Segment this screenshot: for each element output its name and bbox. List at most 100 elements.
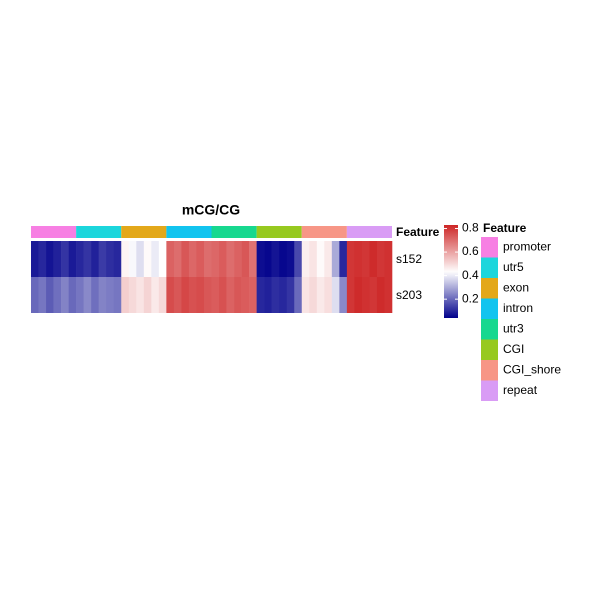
heat-cell [294,277,303,313]
annotation-label: Feature [396,225,440,239]
heat-cell [249,277,257,313]
heat-cell [83,277,92,313]
heat-cell [151,277,160,313]
legend-label: utr5 [503,260,524,274]
feature-annotation [76,226,122,238]
heat-cell [369,241,378,277]
heat-cell [136,241,145,277]
heat-cell [61,277,69,313]
legend-label: utr3 [503,322,524,336]
heat-cell [331,277,340,313]
legend-label: CGI_shore [503,363,561,377]
legend-label: CGI [503,342,524,356]
heat-cell [384,241,393,277]
heat-cell [241,277,250,313]
feature-annotation [346,226,392,238]
heat-cell [173,241,182,277]
heat-cell [196,277,205,313]
heat-cell [271,241,280,277]
heat-cell [46,277,54,313]
heat-cell [354,277,363,313]
heat-cell [339,277,348,313]
heat-cell [173,277,182,313]
legend-label: promoter [503,240,551,254]
heat-cell [324,241,333,277]
heat-cell [196,241,205,277]
heat-cell [143,277,152,313]
heat-cell [211,277,220,313]
heat-cell [301,241,310,277]
heat-cell [309,277,318,313]
heat-cell [166,277,175,313]
heat-cell [203,277,212,313]
heat-cell [384,277,393,313]
heat-cell [226,277,235,313]
heat-cell [143,241,152,277]
heat-cell [309,241,318,277]
colorbar-tick-label: 0.4 [462,268,479,282]
heat-cell [219,277,227,313]
feature-annotation [301,226,347,238]
heat-cell [211,241,220,277]
legend-key [481,360,498,381]
legend-label: exon [503,281,529,295]
heat-cell [241,241,250,277]
heat-cell [361,241,370,277]
legend-key [481,339,498,360]
legend-key [481,380,498,401]
heat-cell [354,241,363,277]
heat-cell [158,277,167,313]
heat-cell [361,277,370,313]
heat-cell [68,277,77,313]
heat-cell [339,241,348,277]
heat-cell [376,277,385,313]
heat-cell [31,277,39,313]
legend-label: repeat [503,383,538,397]
legend-key [481,319,498,340]
heat-cell [234,241,242,277]
heat-cell [294,241,303,277]
heat-cell [271,277,280,313]
heat-cell [264,241,272,277]
heat-cell [91,241,99,277]
heat-cell [346,277,355,313]
heat-cell [128,277,137,313]
heat-cell [346,241,355,277]
heat-cell [98,277,107,313]
heat-cell [53,277,62,313]
heat-cell [249,241,257,277]
heat-cell [316,241,325,277]
heat-cell [234,277,242,313]
heat-cell [331,241,340,277]
heat-cell [279,241,288,277]
heat-cell [369,277,378,313]
heat-cell [121,277,130,313]
heat-cell [256,241,265,277]
heat-cell [226,241,235,277]
heat-cell [128,241,137,277]
feature-annotation [166,226,212,238]
heat-cell [31,241,39,277]
feature-annotation [31,226,77,238]
colorbar-tick-label: 0.2 [462,291,479,305]
feature-annotation [121,226,167,238]
legend-title: Feature [483,221,527,235]
legend-key [481,257,498,278]
legend-key [481,298,498,319]
heat-cell [301,277,310,313]
heat-cell [324,277,333,313]
heat-cell [38,277,47,313]
heat-cell [61,241,69,277]
legend-label: intron [503,301,533,315]
heat-cell [46,241,54,277]
heat-cell [286,241,295,277]
heat-cell [158,241,167,277]
colorbar-tick-label: 0.6 [462,244,479,258]
heat-cell [181,277,190,313]
colorbar [444,225,458,318]
legend-key [481,237,498,258]
heat-cell [166,241,175,277]
row-label: s203 [396,288,422,302]
